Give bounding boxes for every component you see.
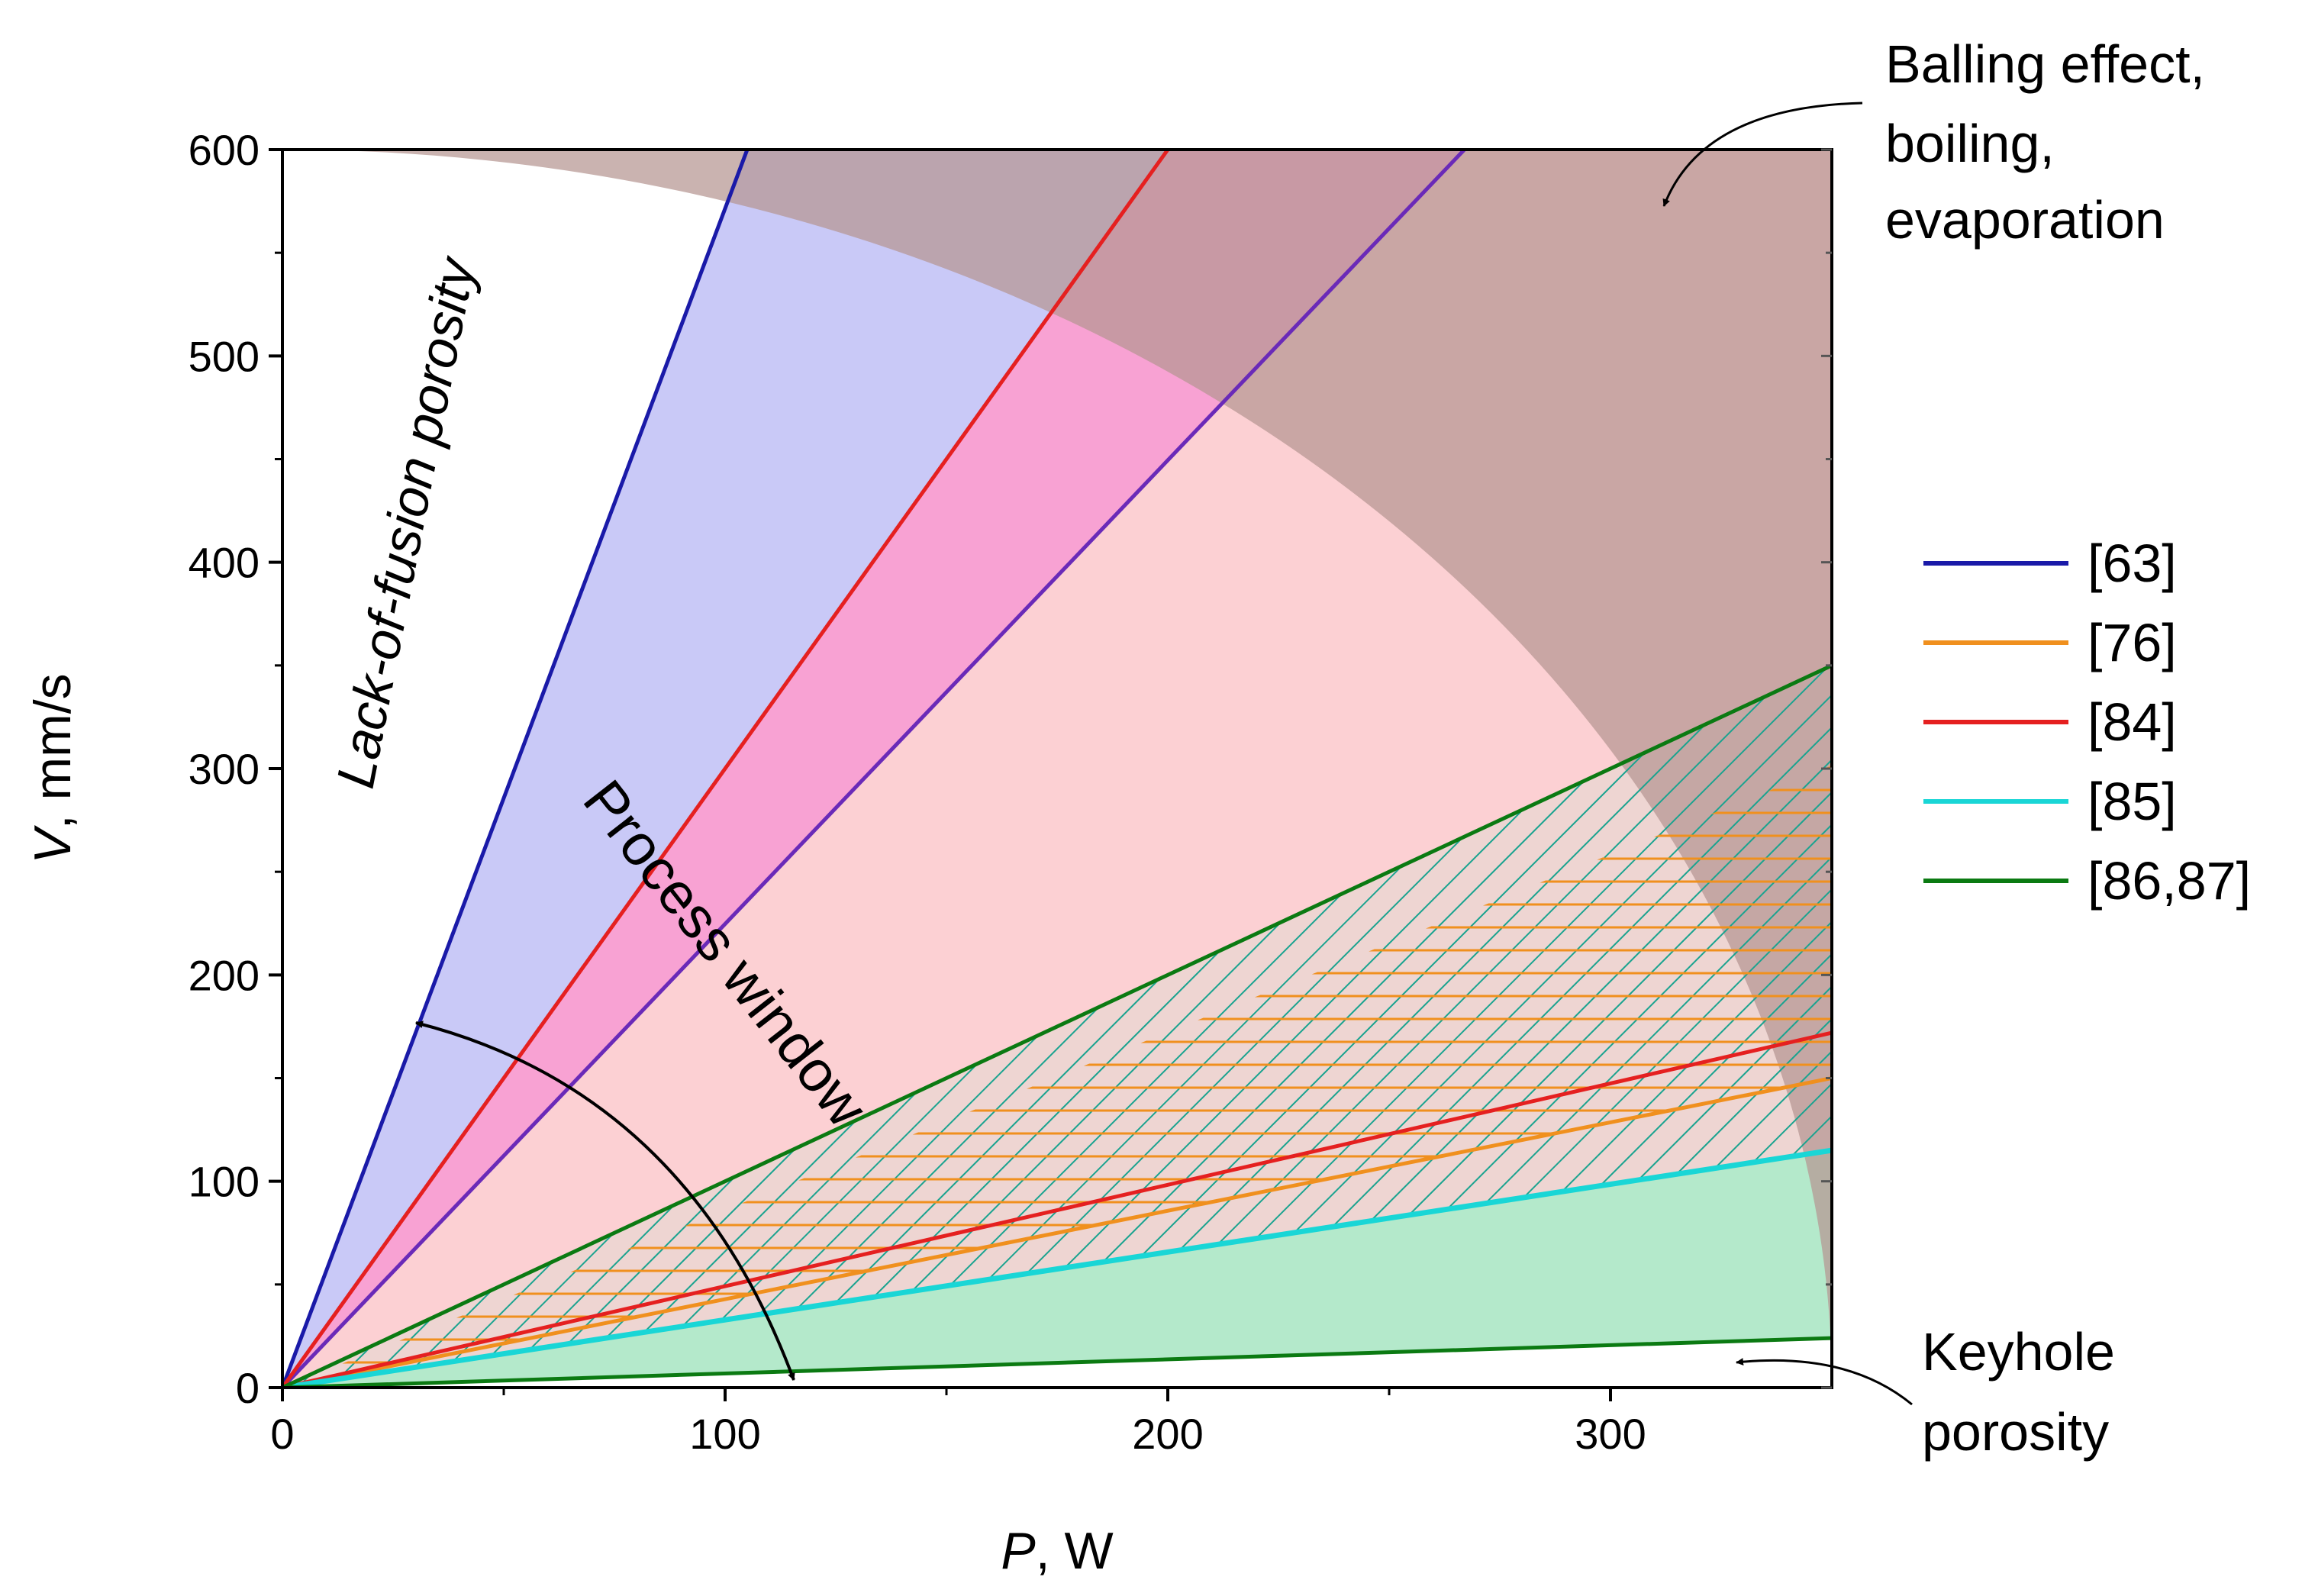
legend-label: [63]: [2088, 534, 2177, 593]
keyhole-label-line2: porosity: [1922, 1402, 2109, 1462]
x-axis-ticks: 0 100 200 300: [270, 1388, 1646, 1458]
x-tick-label: 200: [1132, 1410, 1203, 1458]
y-tick-label: 600: [189, 126, 260, 174]
balling-label-line1: Balling effect,: [1885, 34, 2205, 94]
balling-label-line3: evaporation: [1885, 190, 2165, 250]
legend: [63] [76] [84] [85] [86,87]: [1923, 534, 2251, 911]
y-tick-label: 500: [189, 332, 260, 380]
y-tick-label: 100: [189, 1158, 260, 1206]
keyhole-label-line1: Keyhole: [1922, 1322, 2115, 1382]
region-balling: [282, 150, 1832, 1388]
y-axis-ticks: 0 100 200 300 400 500 600: [189, 126, 1832, 1412]
x-tick-label: 100: [689, 1410, 760, 1458]
legend-label: [76]: [2088, 613, 2177, 672]
x-tick-label: 300: [1575, 1410, 1646, 1458]
balling-arrow: [1662, 102, 1863, 207]
hatch-orange-region: [282, 765, 1832, 1388]
keyhole-arrow: [1736, 1358, 1913, 1406]
process-window-arrow: [415, 1020, 795, 1381]
y-axis-title: V, mm/s: [24, 673, 82, 863]
legend-label: [86,87]: [2088, 851, 2251, 911]
y-tick-label: 300: [189, 745, 260, 793]
lack-of-fusion-label: Lack-of-fusion porosity: [325, 250, 487, 792]
series-line-0-0: [282, 150, 750, 1388]
legend-label: [85]: [2088, 772, 2177, 831]
y-tick-label: 200: [189, 951, 260, 999]
x-axis-title: P, W: [1001, 1522, 1113, 1580]
y-tick-label: 0: [236, 1364, 260, 1412]
y-tick-label: 400: [189, 539, 260, 587]
x-tick-label: 0: [270, 1410, 294, 1458]
legend-label: [84]: [2088, 692, 2177, 752]
balling-label-line2: boiling,: [1885, 114, 2055, 173]
